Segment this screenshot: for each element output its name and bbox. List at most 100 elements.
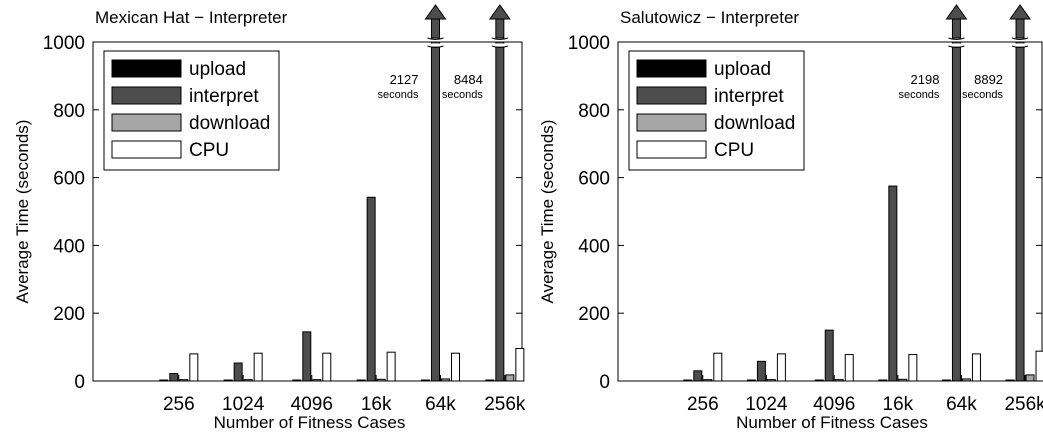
bar-overflow-extension bbox=[951, 17, 961, 39]
chart-panel-2: Salutowicz − Interpreter 0 200 400 600 800 100… bbox=[538, 4, 1043, 432]
y-tick-label: 400 bbox=[578, 236, 610, 257]
bar-cpu-256k bbox=[1035, 350, 1043, 382]
bar-interpret-1024 bbox=[233, 362, 243, 382]
legend-swatch-cpu bbox=[636, 140, 707, 159]
x-tick-label: 256 bbox=[687, 394, 719, 415]
bar-download-256 bbox=[703, 379, 713, 382]
x-tick-label: 1024 bbox=[222, 394, 265, 415]
legend-swatch-upload bbox=[111, 59, 182, 78]
y-tick-label: 1000 bbox=[43, 33, 85, 54]
bar-cpu-1024 bbox=[776, 353, 786, 382]
bar-upload-256 bbox=[683, 379, 693, 382]
bar-download-256k bbox=[505, 374, 515, 382]
bar-interpret-256k bbox=[495, 41, 505, 382]
bar-cpu-16k bbox=[908, 354, 918, 382]
bar-download-256k bbox=[1025, 374, 1035, 382]
overflow-unit-label: seconds bbox=[962, 89, 1003, 101]
bar-download-16k bbox=[376, 378, 386, 382]
bar-upload-64k bbox=[941, 379, 951, 382]
bar-download-16k bbox=[898, 378, 908, 382]
axis-break-curve bbox=[948, 37, 965, 48]
bar-download-256 bbox=[179, 379, 189, 382]
x-tick-label: 16k bbox=[883, 394, 914, 415]
y-tick-label: 0 bbox=[74, 372, 85, 393]
bar-download-4096 bbox=[312, 379, 322, 382]
bar-cpu-4096 bbox=[322, 352, 332, 382]
x-tick-label: 4096 bbox=[291, 394, 333, 415]
x-tick-label: 16k bbox=[361, 394, 392, 415]
bar-download-64k bbox=[440, 378, 450, 382]
legend: upload interpret download CPU bbox=[103, 50, 280, 171]
overflow-arrow bbox=[424, 4, 447, 20]
bar-upload-4096 bbox=[814, 379, 824, 382]
bar-download-1024 bbox=[766, 379, 776, 382]
overflow-unit-label: seconds bbox=[898, 89, 939, 101]
overflow-unit-label: seconds bbox=[378, 89, 419, 101]
chart-title: Salutowicz − Interpreter bbox=[620, 8, 799, 27]
bar-cpu-4096 bbox=[844, 354, 854, 382]
bar-upload-64k bbox=[420, 379, 430, 382]
y-tick-label: 600 bbox=[53, 169, 85, 190]
axis-break-curve bbox=[1011, 37, 1029, 48]
y-tick-label: 200 bbox=[53, 304, 85, 325]
bar-cpu-1024 bbox=[253, 352, 263, 382]
chart-panel-1: Mexican Hat − Interpreter 0 200 400 600 800 10… bbox=[13, 4, 526, 432]
legend-swatch-cpu bbox=[111, 140, 182, 159]
chart-title: Mexican Hat − Interpreter bbox=[95, 8, 288, 27]
overflow-value-label: 2127 bbox=[390, 72, 419, 87]
y-tick-label: 600 bbox=[578, 169, 610, 190]
y-axis-label: Average Time (seconds) bbox=[538, 120, 557, 304]
bar-interpret-64k bbox=[951, 41, 961, 382]
bar-interpret-16k bbox=[888, 185, 898, 382]
bar-download-4096 bbox=[834, 379, 844, 382]
x-axis-label: Number of Fitness Cases bbox=[736, 413, 928, 432]
legend-swatch-upload bbox=[636, 59, 707, 78]
overflow-unit-label: seconds bbox=[442, 89, 483, 101]
x-tick-label: 64k bbox=[946, 394, 977, 415]
legend-label-interpret: interpret bbox=[714, 86, 784, 107]
bar-upload-4096 bbox=[292, 379, 302, 382]
bar-upload-256 bbox=[159, 379, 169, 382]
bar-cpu-64k bbox=[971, 353, 981, 382]
x-tick-label: 1024 bbox=[745, 394, 788, 415]
legend-label-cpu: CPU bbox=[714, 140, 754, 161]
bar-interpret-64k bbox=[430, 41, 440, 382]
bar-download-64k bbox=[961, 378, 971, 382]
bar-download-1024 bbox=[243, 379, 253, 382]
y-axis-label: Average Time (seconds) bbox=[13, 120, 32, 304]
bar-upload-16k bbox=[356, 379, 366, 382]
legend-label-download: download bbox=[189, 113, 270, 134]
x-tick-label: 256k bbox=[1004, 394, 1043, 415]
axis-break-curve bbox=[427, 37, 444, 48]
bar-cpu-256 bbox=[713, 352, 723, 382]
bar-interpret-4096 bbox=[824, 329, 834, 382]
bar-overflow-extension bbox=[495, 17, 505, 39]
bar-upload-1024 bbox=[223, 379, 233, 382]
bar-overflow-extension bbox=[1015, 17, 1025, 39]
legend-label-interpret: interpret bbox=[189, 86, 259, 107]
legend-label-upload: upload bbox=[714, 59, 771, 80]
y-tick-label: 1000 bbox=[568, 33, 610, 54]
y-tick-label: 0 bbox=[599, 372, 610, 393]
overflow-arrow bbox=[945, 4, 968, 20]
bar-cpu-256k bbox=[515, 347, 525, 382]
legend-label-download: download bbox=[714, 113, 795, 134]
legend-swatch-download bbox=[636, 113, 707, 132]
overflow-arrow bbox=[1009, 4, 1032, 20]
bar-interpret-256 bbox=[693, 370, 703, 382]
bar-overflow-extension bbox=[430, 17, 440, 39]
bar-interpret-4096 bbox=[302, 331, 312, 382]
legend-label-cpu: CPU bbox=[189, 140, 229, 161]
y-tick-label: 200 bbox=[578, 304, 610, 325]
overflow-arrow bbox=[488, 4, 511, 20]
bar-interpret-256k bbox=[1015, 41, 1025, 382]
bar-upload-256k bbox=[485, 379, 495, 382]
bar-interpret-256 bbox=[169, 373, 179, 382]
y-tick-label: 800 bbox=[578, 101, 610, 122]
y-tick-label: 400 bbox=[53, 236, 85, 257]
bar-interpret-1024 bbox=[756, 360, 766, 382]
x-tick-label: 256k bbox=[484, 394, 526, 415]
bar-interpret-16k bbox=[366, 196, 376, 382]
bar-cpu-256 bbox=[189, 353, 199, 382]
